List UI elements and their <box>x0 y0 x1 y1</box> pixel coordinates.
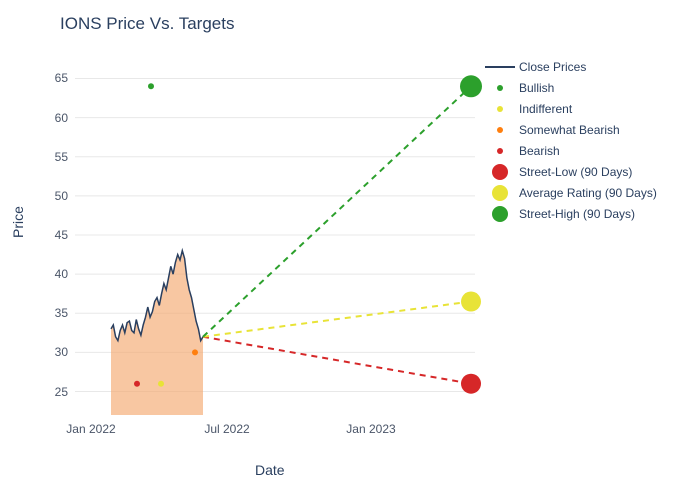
legend-label: Indifferent <box>519 102 572 116</box>
plot-area <box>75 55 475 415</box>
legend-label: Bullish <box>519 81 554 95</box>
legend-item: Indifferent <box>485 100 657 118</box>
legend-label: Street-High (90 Days) <box>519 207 635 221</box>
legend-item: Bearish <box>485 142 657 160</box>
x-tick-label: Jan 2022 <box>61 422 121 436</box>
y-tick-label: 35 <box>38 306 68 320</box>
legend-item: Close Prices <box>485 58 657 76</box>
legend-item: Average Rating (90 Days) <box>485 184 657 202</box>
chart-container: IONS Price Vs. Targets Date Price 25 30 35… <box>0 0 700 500</box>
legend-marker <box>485 164 515 180</box>
legend-marker <box>485 122 515 138</box>
y-tick-label: 40 <box>38 267 68 281</box>
x-tick-label: Jan 2023 <box>341 422 401 436</box>
y-tick-label: 30 <box>38 345 68 359</box>
legend-marker <box>485 185 515 201</box>
legend-item: Street-Low (90 Days) <box>485 163 657 181</box>
legend-marker <box>485 101 515 117</box>
y-tick-label: 55 <box>38 150 68 164</box>
legend-item: Street-High (90 Days) <box>485 205 657 223</box>
y-tick-label: 60 <box>38 111 68 125</box>
x-axis-label: Date <box>255 462 285 478</box>
legend-item: Somewhat Bearish <box>485 121 657 139</box>
y-tick-label: 65 <box>38 71 68 85</box>
legend-label: Somewhat Bearish <box>519 123 620 137</box>
legend-item: Bullish <box>485 79 657 97</box>
legend-label: Street-Low (90 Days) <box>519 165 632 179</box>
legend-marker <box>485 59 515 75</box>
legend-marker <box>485 80 515 96</box>
y-tick-label: 45 <box>38 228 68 242</box>
legend: Close Prices Bullish Indifferent Somewhat B… <box>485 58 657 226</box>
x-tick-label: Jul 2022 <box>197 422 257 436</box>
legend-label: Close Prices <box>519 60 586 74</box>
y-axis-label: Price <box>10 206 26 238</box>
y-tick-label: 50 <box>38 189 68 203</box>
legend-marker <box>485 143 515 159</box>
legend-marker <box>485 206 515 222</box>
legend-label: Bearish <box>519 144 560 158</box>
y-tick-label: 25 <box>38 385 68 399</box>
legend-label: Average Rating (90 Days) <box>519 186 657 200</box>
chart-title: IONS Price Vs. Targets <box>60 14 234 34</box>
